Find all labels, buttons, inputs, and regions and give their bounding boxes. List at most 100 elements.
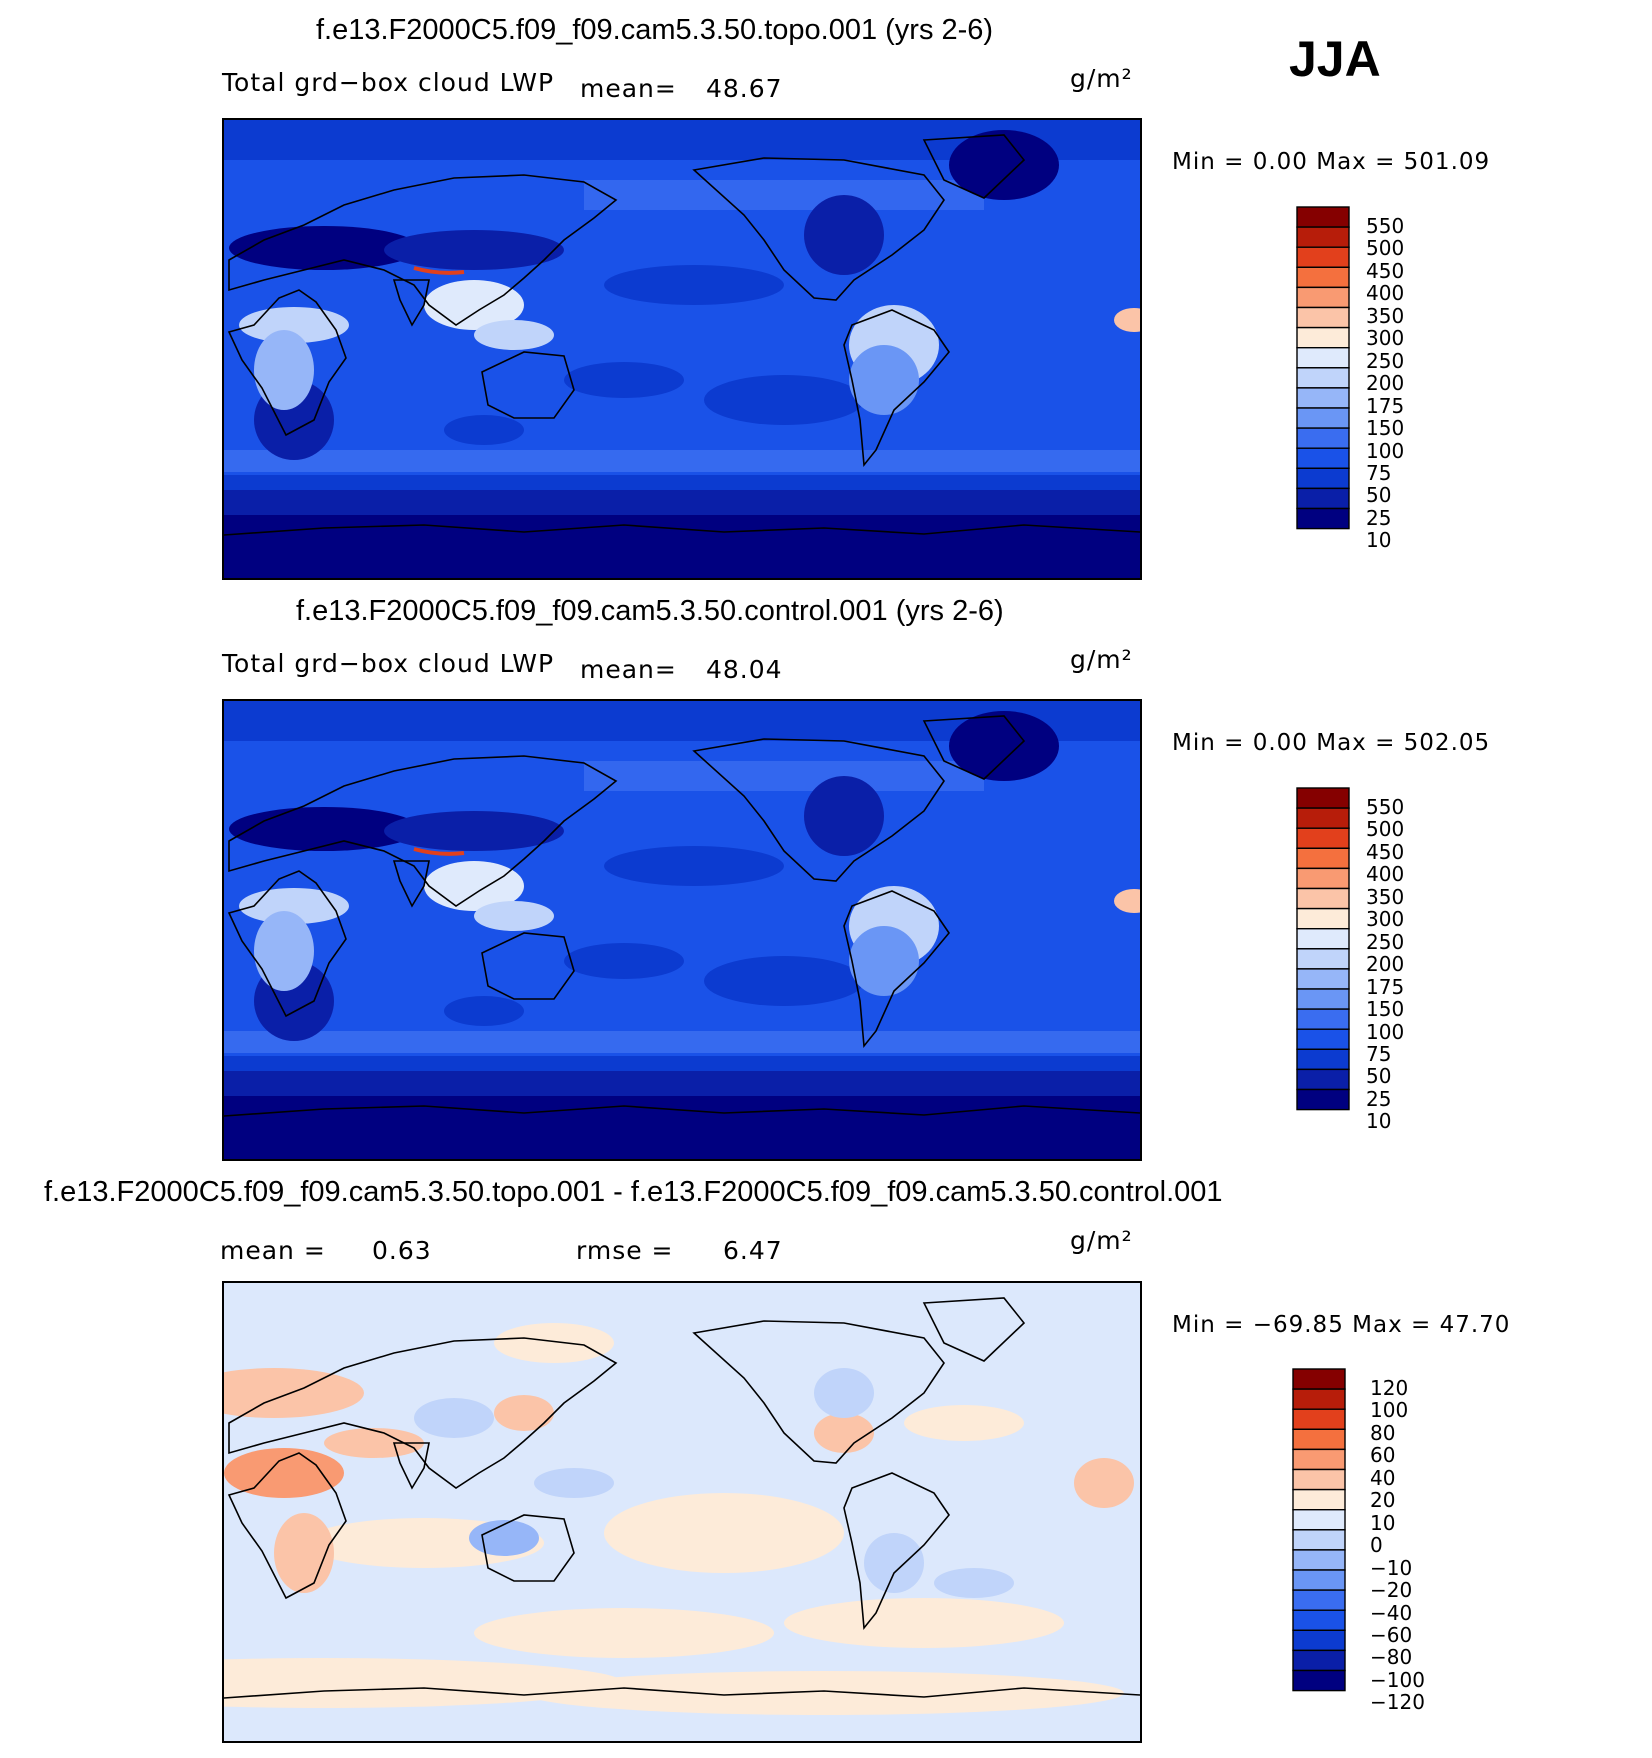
colorbar-box (1296, 988, 1350, 1010)
panel-2-min-max: Min = 0.00 Max = 502.05 (1172, 730, 1491, 756)
panel-1-min-max: Min = 0.00 Max = 501.09 (1172, 149, 1491, 175)
coastline (224, 1687, 1140, 1699)
colorbar-box (1296, 1048, 1350, 1071)
coastline (228, 1337, 618, 1489)
panel-3-units: g/m² (1070, 1226, 1133, 1255)
colorbar-box (1296, 387, 1350, 409)
panel-2-title: f.e13.F2000C5.f09_f09.cam5.3.50.control.… (296, 595, 1004, 627)
colorbar-box (1296, 487, 1350, 510)
colorbar-box (1296, 847, 1350, 870)
colorbar-box (1296, 827, 1350, 850)
panel-3-title: f.e13.F2000C5.f09_f09.cam5.3.50.topo.001… (44, 1176, 1223, 1208)
colorbar-tick-label: 40 (1370, 1465, 1396, 1490)
colorbar-box (1296, 1008, 1350, 1030)
coastline (843, 1472, 951, 1631)
colorbar-tick-label: 25 (1366, 505, 1392, 530)
panel-1-title: f.e13.F2000C5.f09_f09.cam5.3.50.topo.001… (316, 14, 994, 46)
colorbar-box (1296, 507, 1350, 530)
coastline (392, 860, 430, 908)
topo-map (222, 118, 1142, 580)
panel-2-mean-value: 48.04 (706, 655, 783, 684)
colorbar-tick-label: −60 (1370, 1622, 1413, 1647)
difference-map (222, 1281, 1142, 1743)
colorbar-box (1296, 787, 1350, 809)
colorbar-tick-label: 175 (1366, 393, 1405, 418)
colorbar-tick-label: 150 (1366, 416, 1405, 441)
coastline (481, 1514, 575, 1582)
colorbar-tick-label: 50 (1366, 483, 1392, 508)
colorbar-tick-label: 350 (1366, 884, 1405, 909)
colorbar-tick-label: 50 (1366, 1064, 1392, 1089)
colorbar-tick-label: 350 (1366, 303, 1405, 328)
colorbar-box (1292, 1368, 1346, 1390)
colorbar-tick-label: 25 (1366, 1086, 1392, 1111)
colorbar-box (1296, 1028, 1350, 1050)
panel-2-units: g/m² (1070, 645, 1133, 674)
colorbar-tick-label: −100 (1370, 1667, 1425, 1692)
panel-3-mean-label: mean = (220, 1236, 326, 1265)
coastline (227, 289, 347, 437)
colorbar-box (1296, 206, 1350, 228)
colorbar-box (1296, 346, 1350, 369)
colorbar-box (1292, 1589, 1346, 1611)
colorbar-box (1292, 1508, 1346, 1531)
colorbar-box (1292, 1408, 1346, 1431)
colorbar-tick-label: 250 (1366, 929, 1405, 954)
colorbar-box (1296, 867, 1350, 890)
colorbar-box (1296, 226, 1350, 248)
colorbar-box (1296, 467, 1350, 490)
colorbar-box (1292, 1448, 1346, 1471)
colorbar-box (1292, 1569, 1346, 1591)
colorbar-box (1296, 887, 1350, 910)
panel-3-rmse-value: 6.47 (723, 1236, 783, 1265)
colorbar-tick-label: 200 (1366, 371, 1405, 396)
coastline (843, 309, 951, 468)
colorbar-tick-label: −40 (1370, 1600, 1413, 1625)
colorbar-tick-label: 120 (1370, 1376, 1409, 1400)
colorbar-box (1292, 1669, 1346, 1692)
colorbar-tick-label: 250 (1366, 348, 1405, 373)
coastline (481, 932, 575, 1000)
coastline (692, 738, 945, 882)
coastline (922, 715, 1026, 780)
panel-3-rmse-label: rmse = (576, 1236, 674, 1265)
colorbar-tick-label: −20 (1370, 1578, 1413, 1603)
colorbar-tick-label: −80 (1370, 1645, 1413, 1670)
colorbar-tick-label: 300 (1366, 326, 1405, 351)
colorbar-tick-label: 450 (1366, 839, 1405, 864)
panel-1-colorbar (1296, 206, 1350, 530)
colorbar-tick-label: 100 (1370, 1398, 1409, 1423)
panel-1-mean-label: mean= (580, 74, 677, 103)
colorbar-tick-label: 10 (1370, 1510, 1396, 1535)
colorbar-tick-label: −10 (1370, 1555, 1413, 1580)
control-map (222, 699, 1142, 1161)
coastline (692, 1320, 945, 1464)
colorbar-box (1296, 1068, 1350, 1091)
coastline (392, 1442, 430, 1490)
colorbar-tick-label: 75 (1366, 1041, 1392, 1066)
colorbar-box (1296, 948, 1350, 970)
panel-2-mean-label: mean= (580, 655, 677, 684)
colorbar-box (1296, 447, 1350, 469)
colorbar-box (1292, 1388, 1346, 1410)
panel-1-variable: Total grd−box cloud LWP (222, 68, 555, 97)
coastline (227, 870, 347, 1018)
colorbar-box (1292, 1629, 1346, 1652)
colorbar-box (1296, 306, 1350, 329)
coastline (922, 134, 1026, 199)
season-label: JJA (1289, 31, 1381, 87)
colorbar-box (1296, 266, 1350, 289)
colorbar-box (1292, 1488, 1346, 1511)
colorbar-box (1296, 968, 1350, 990)
colorbar-tick-label: 10 (1366, 1109, 1392, 1134)
colorbar-box (1296, 807, 1350, 829)
colorbar-tick-label: 175 (1366, 974, 1405, 999)
colorbar-box (1292, 1529, 1346, 1551)
panel-3-mean-value: 0.63 (372, 1236, 432, 1265)
colorbar-tick-label: 300 (1366, 907, 1405, 932)
panel-1-mean-value: 48.67 (706, 74, 783, 103)
colorbar-tick-label: 500 (1366, 817, 1405, 842)
coastline (481, 351, 575, 419)
coastline (224, 524, 1140, 536)
coastline (224, 1105, 1140, 1117)
